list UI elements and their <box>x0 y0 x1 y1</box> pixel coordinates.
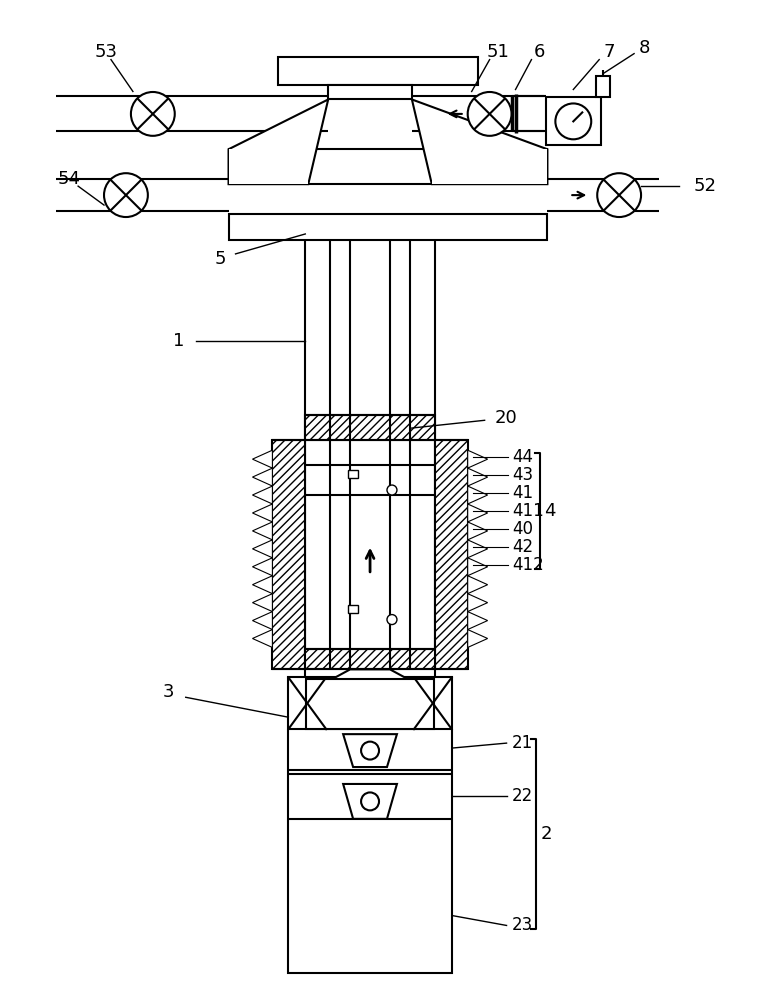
Bar <box>596 76 611 97</box>
Polygon shape <box>343 734 397 767</box>
Circle shape <box>597 173 641 217</box>
Text: 7: 7 <box>604 43 615 61</box>
Polygon shape <box>468 612 488 630</box>
Polygon shape <box>253 504 273 522</box>
Polygon shape <box>253 558 273 576</box>
Text: 53: 53 <box>94 43 117 61</box>
Text: 20: 20 <box>495 409 517 427</box>
Text: 412: 412 <box>512 556 545 574</box>
Polygon shape <box>253 540 273 558</box>
Polygon shape <box>253 594 273 612</box>
Text: 8: 8 <box>638 39 650 57</box>
Circle shape <box>104 173 148 217</box>
Bar <box>306 649 435 669</box>
Circle shape <box>361 792 379 810</box>
Polygon shape <box>432 149 548 184</box>
Polygon shape <box>468 558 488 576</box>
Polygon shape <box>468 540 488 558</box>
Text: 22: 22 <box>512 787 533 805</box>
Polygon shape <box>228 99 328 184</box>
Polygon shape <box>343 784 397 819</box>
Text: 54: 54 <box>57 170 80 188</box>
Text: 42: 42 <box>512 538 534 556</box>
Bar <box>278 57 478 85</box>
Circle shape <box>468 92 512 136</box>
Text: 2: 2 <box>541 825 552 843</box>
Bar <box>328 85 412 99</box>
Bar <box>435 440 468 669</box>
Polygon shape <box>468 630 488 647</box>
Polygon shape <box>253 612 273 630</box>
Polygon shape <box>468 468 488 486</box>
Bar <box>288 677 452 973</box>
Polygon shape <box>228 149 308 184</box>
Bar <box>306 415 435 440</box>
Polygon shape <box>253 486 273 504</box>
Circle shape <box>555 103 591 139</box>
Text: 1: 1 <box>173 332 185 350</box>
Polygon shape <box>253 576 273 594</box>
Polygon shape <box>412 99 548 184</box>
Text: 43: 43 <box>512 466 534 484</box>
Circle shape <box>361 742 379 760</box>
Text: 5: 5 <box>214 250 226 268</box>
Polygon shape <box>253 450 273 468</box>
Bar <box>348 605 358 613</box>
Text: 6: 6 <box>534 43 545 61</box>
Bar <box>546 97 601 145</box>
Text: 21: 21 <box>512 734 533 752</box>
Text: 3: 3 <box>163 683 175 701</box>
Circle shape <box>387 615 397 625</box>
Polygon shape <box>468 594 488 612</box>
Bar <box>228 214 548 240</box>
Polygon shape <box>468 486 488 504</box>
Circle shape <box>387 485 397 495</box>
Bar <box>306 679 434 729</box>
Text: 40: 40 <box>512 520 534 538</box>
Polygon shape <box>468 504 488 522</box>
Bar <box>228 149 548 184</box>
Polygon shape <box>253 522 273 540</box>
Polygon shape <box>253 630 273 647</box>
Polygon shape <box>326 669 414 682</box>
Bar <box>273 440 306 669</box>
Bar <box>348 470 358 478</box>
Text: 51: 51 <box>486 43 509 61</box>
Polygon shape <box>253 468 273 486</box>
Circle shape <box>131 92 175 136</box>
Text: 44: 44 <box>512 448 534 466</box>
Text: 52: 52 <box>694 177 717 195</box>
Text: 41: 41 <box>512 484 534 502</box>
Text: 23: 23 <box>512 916 533 934</box>
Text: 4: 4 <box>545 502 556 520</box>
Polygon shape <box>468 576 488 594</box>
Text: 411: 411 <box>512 502 545 520</box>
Polygon shape <box>468 522 488 540</box>
Polygon shape <box>468 450 488 468</box>
